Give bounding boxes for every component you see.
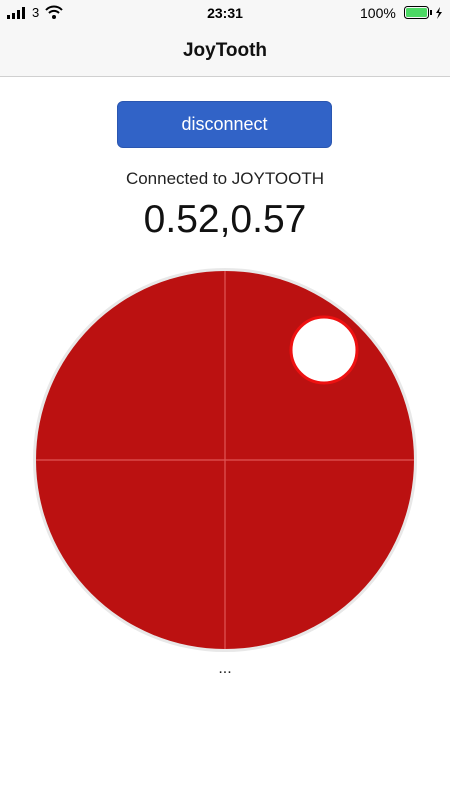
nav-title: JoyTooth: [182, 40, 268, 61]
signal-icon: [7, 7, 25, 19]
status-bar: 3 23:31 100%: [0, 0, 450, 26]
joystick-reading: 0.52,0.57: [143, 198, 307, 241]
wifi-icon: [45, 5, 63, 19]
disconnect-button[interactable]: disconnect: [117, 101, 332, 148]
carrier: 3: [32, 5, 40, 20]
nav-bar: JoyTooth: [0, 26, 450, 77]
joystick-knob[interactable]: [289, 315, 359, 385]
connection-status: Connected to JOYTOOTH: [125, 169, 325, 188]
clock: 23:31: [207, 5, 243, 21]
battery-percent: 100%: [360, 5, 396, 21]
footer-text: ...: [218, 660, 232, 677]
joystick[interactable]: [0, 260, 450, 660]
battery-icon: [404, 6, 442, 19]
